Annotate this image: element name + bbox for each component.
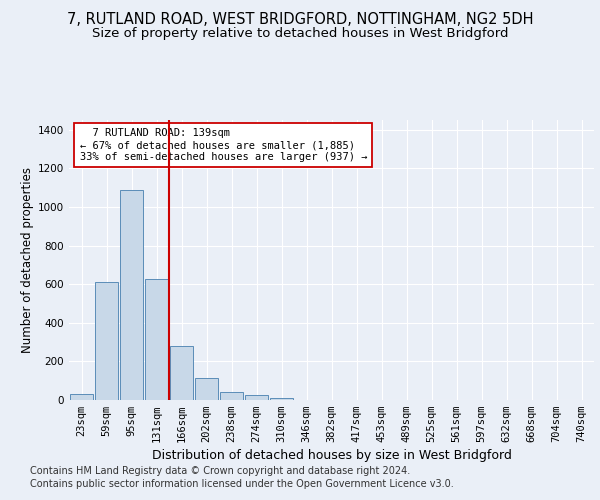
Bar <box>245 395 268 400</box>
Text: Size of property relative to detached houses in West Bridgford: Size of property relative to detached ho… <box>92 28 508 40</box>
X-axis label: Distribution of detached houses by size in West Bridgford: Distribution of detached houses by size … <box>152 450 511 462</box>
Bar <box>95 282 118 400</box>
Bar <box>195 378 218 400</box>
Text: 7 RUTLAND ROAD: 139sqm
← 67% of detached houses are smaller (1,885)
33% of semi-: 7 RUTLAND ROAD: 139sqm ← 67% of detached… <box>79 128 367 162</box>
Text: Contains public sector information licensed under the Open Government Licence v3: Contains public sector information licen… <box>30 479 454 489</box>
Bar <box>270 398 293 400</box>
Text: 7, RUTLAND ROAD, WEST BRIDGFORD, NOTTINGHAM, NG2 5DH: 7, RUTLAND ROAD, WEST BRIDGFORD, NOTTING… <box>67 12 533 28</box>
Text: Contains HM Land Registry data © Crown copyright and database right 2024.: Contains HM Land Registry data © Crown c… <box>30 466 410 476</box>
Bar <box>220 392 243 400</box>
Y-axis label: Number of detached properties: Number of detached properties <box>21 167 34 353</box>
Bar <box>70 394 93 400</box>
Bar <box>170 346 193 400</box>
Bar <box>145 280 168 400</box>
Bar <box>120 190 143 400</box>
